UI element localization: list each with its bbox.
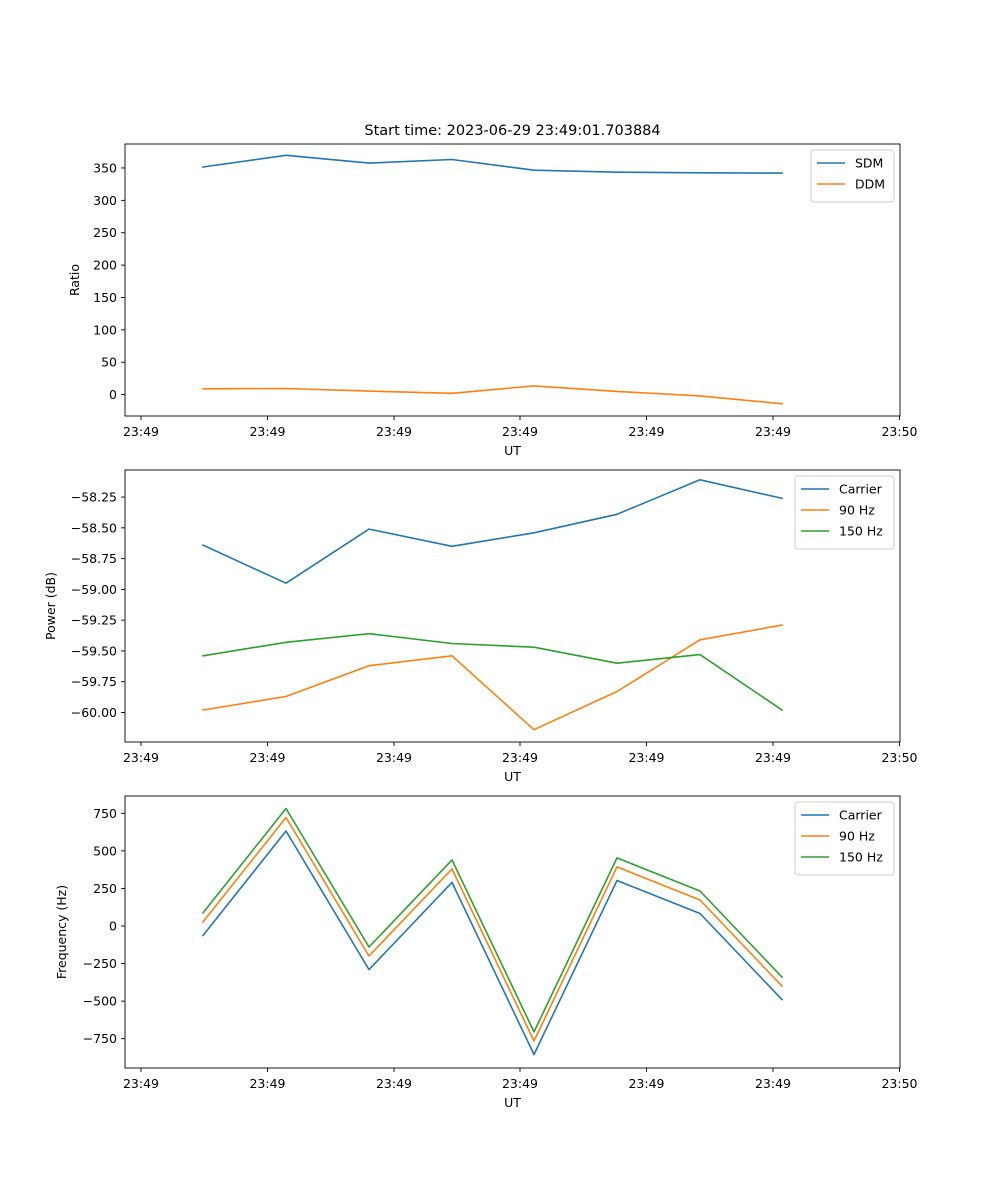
x-tick-label: 23:49 — [249, 1076, 285, 1091]
x-tick-label: 23:49 — [123, 424, 159, 439]
legend: Carrier 90 Hz 150 Hz — [794, 801, 895, 876]
y-tick-label: −500 — [83, 994, 117, 1009]
series-line-90-hz — [202, 624, 783, 731]
y-tick-label: −59.00 — [71, 582, 117, 597]
y-tick-label: 0 — [109, 387, 117, 402]
axes-frame — [124, 469, 901, 743]
legend-entry-label: 150 Hz — [839, 524, 883, 539]
legend-entry-label: SDM — [855, 156, 883, 171]
x-tick-label: 23:49 — [502, 750, 538, 765]
series-line-carrier — [201, 478, 783, 585]
x-tick-label: 23:50 — [881, 424, 917, 439]
x-tick-label: 23:49 — [123, 1076, 159, 1091]
y-tick-label: 250 — [93, 225, 117, 240]
x-tick-label: 23:49 — [628, 1076, 664, 1091]
x-tick-label: 23:49 — [628, 424, 664, 439]
y-tick-label: 100 — [93, 322, 117, 337]
x-tick-label: 23:49 — [376, 1076, 412, 1091]
y-tick-label: −60.00 — [71, 705, 117, 720]
legend-entry-label: Carrier — [839, 808, 883, 823]
axes-frame — [124, 143, 901, 417]
legend-entry-label: 90 Hz — [839, 503, 875, 518]
y-tick-label: 50 — [101, 355, 117, 370]
x-tick-label: 23:49 — [755, 750, 791, 765]
y-axis-label: Ratio — [67, 264, 82, 296]
legend-entry-label: Carrier — [839, 482, 883, 497]
y-tick-label: 300 — [93, 193, 117, 208]
x-axis-label: UT — [504, 1095, 521, 1110]
x-tick-label: 23:49 — [755, 1076, 791, 1091]
y-tick-label: −250 — [83, 956, 117, 971]
x-tick-label: 23:49 — [249, 750, 285, 765]
legend: Carrier 90 Hz 150 Hz — [794, 475, 895, 550]
y-tick-label: −58.50 — [71, 520, 117, 535]
series-line-90-hz — [201, 816, 784, 1042]
series-line-sdm — [202, 154, 783, 174]
y-tick-label: 350 — [93, 160, 117, 175]
y-tick-label: 0 — [109, 918, 117, 933]
x-tick-label: 23:49 — [628, 750, 664, 765]
y-tick-label: 150 — [93, 290, 117, 305]
y-tick-label: −59.50 — [71, 643, 117, 658]
series-line-ddm — [202, 385, 783, 405]
x-tick-label: 23:49 — [502, 1076, 538, 1091]
x-tick-label: 23:49 — [123, 750, 159, 765]
y-tick-label: −58.75 — [71, 551, 117, 566]
y-tick-label: −58.25 — [71, 490, 117, 505]
x-axis-label: UT — [504, 769, 521, 784]
chart-panel-2: 23:49 23:49 23:49 23:49 23:49 23:49 23:50 −60.0… — [43, 469, 918, 784]
y-tick-label: −750 — [83, 1031, 117, 1046]
x-tick-label: 23:49 — [755, 424, 791, 439]
x-axis-label: UT — [504, 443, 521, 458]
x-tick-label: 23:49 — [249, 424, 285, 439]
y-axis-label: Frequency (Hz) — [54, 885, 69, 979]
y-tick-label: 500 — [93, 843, 117, 858]
x-tick-label: 23:49 — [502, 424, 538, 439]
x-tick-label: 23:50 — [881, 1076, 917, 1091]
figure-title: Start time: 2023-06-29 23:49:01.703884 — [364, 123, 660, 139]
y-tick-label: 250 — [93, 881, 117, 896]
series-line-150-hz — [202, 632, 784, 712]
x-tick-label: 23:49 — [376, 750, 412, 765]
chart-panel-3: 23:49 23:49 23:49 23:49 23:49 23:49 23:50 −750 −… — [54, 795, 918, 1110]
series-line-carrier — [201, 830, 784, 1056]
y-axis-label: Power (dB) — [43, 572, 58, 640]
y-tick-label: −59.25 — [71, 613, 117, 628]
chart-panel-1: 23:49 23:49 23:49 23:49 23:49 23:49 23:50 0 50 10… — [67, 143, 918, 458]
legend-entry-label: 90 Hz — [839, 829, 875, 844]
x-tick-label: 23:50 — [881, 750, 917, 765]
axes-frame — [124, 795, 901, 1069]
legend-entry-label: 150 Hz — [839, 850, 883, 865]
y-tick-label: −59.75 — [71, 674, 117, 689]
legend: SDM DDM — [810, 149, 895, 203]
series-line-150-hz — [201, 807, 784, 1033]
x-tick-label: 23:49 — [376, 424, 412, 439]
y-tick-label: 200 — [93, 258, 117, 273]
legend-entry-label: DDM — [855, 177, 885, 192]
y-tick-label: 750 — [93, 806, 117, 821]
